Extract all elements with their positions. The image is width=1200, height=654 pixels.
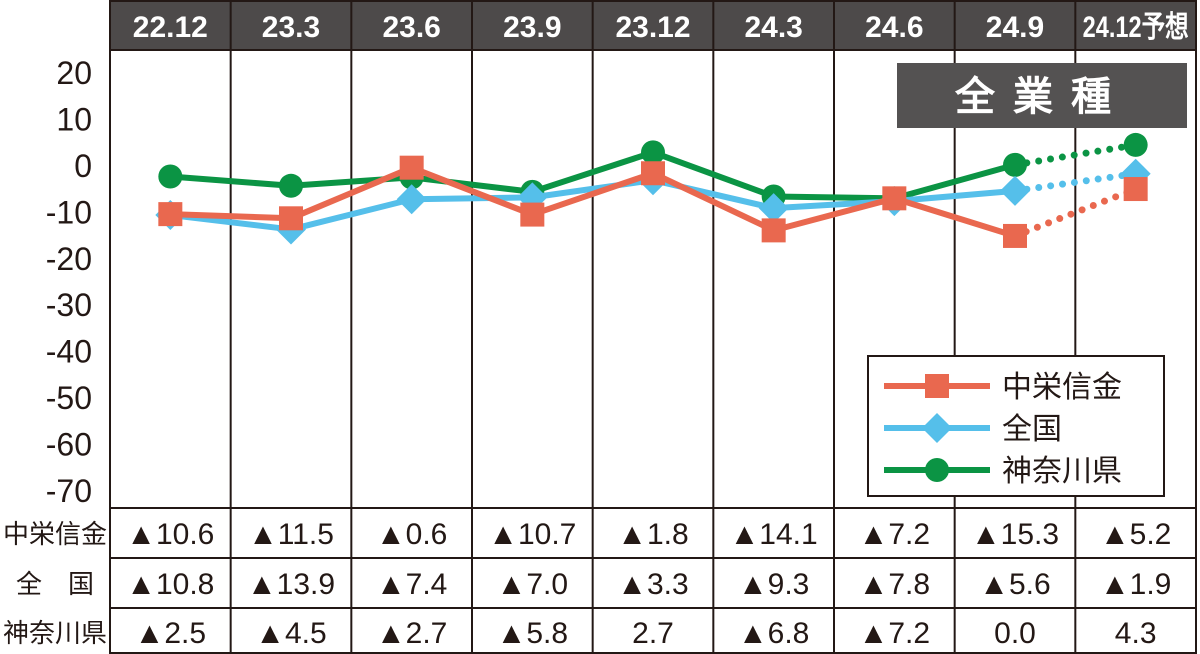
category-label: 23.12 (615, 11, 690, 44)
series-0 (158, 155, 1148, 248)
chart-title: 全業種 (954, 74, 1129, 119)
square-marker (1003, 223, 1027, 248)
category-label: 23.9 (503, 11, 561, 44)
table-cell: ▲5.6 (979, 568, 1050, 601)
legend-label: 全国 (1002, 413, 1062, 446)
square-marker (1123, 177, 1148, 202)
diamond-marker (396, 184, 427, 215)
square-marker (399, 155, 424, 180)
table-cell: ▲10.6 (126, 518, 214, 551)
table-cell: ▲7.8 (859, 568, 930, 601)
y-tick-label: 20 (56, 55, 92, 91)
table-cell: ▲7.2 (859, 518, 930, 551)
table-cell: ▲15.3 (971, 518, 1059, 551)
square-marker (761, 218, 786, 243)
square-marker (882, 186, 907, 211)
table-cell: ▲5.8 (497, 617, 568, 650)
table-cell: ▲1.9 (1100, 568, 1171, 601)
table-cell: ▲14.1 (730, 518, 818, 551)
series-line (170, 164, 1016, 239)
forecast-line (1011, 141, 1140, 169)
category-label: 24.12予想 (1083, 11, 1189, 44)
circle-marker (158, 164, 183, 189)
y-tick-label: -30 (46, 287, 92, 323)
table-cell: ▲7.4 (376, 568, 447, 601)
table-cell: ▲7.0 (497, 568, 568, 601)
series-line (170, 149, 1016, 202)
table-cell: 2.7 (632, 617, 674, 650)
category-label: 24.6 (865, 11, 923, 44)
square-marker (158, 202, 183, 227)
square-marker (520, 202, 545, 227)
table-cell: ▲10.7 (488, 518, 576, 551)
y-tick-label: -40 (46, 334, 92, 370)
table-cell: ▲4.5 (255, 617, 326, 650)
header-bar (110, 0, 1196, 50)
table-cell: ▲10.8 (126, 568, 214, 601)
table-row-label: 神奈川県 (3, 618, 107, 648)
table-cell: ▲9.3 (738, 568, 809, 601)
table-cell: ▲1.8 (617, 518, 688, 551)
title-box (897, 63, 1187, 128)
y-tick-label: 10 (56, 101, 92, 137)
y-tick-label: 0 (74, 148, 92, 184)
table-cell: ▲5.2 (1100, 518, 1171, 551)
y-tick-label: -70 (46, 473, 92, 509)
square-marker (279, 206, 303, 231)
table-row-label: 中栄信金 (3, 519, 107, 549)
table-cell: 0.0 (994, 617, 1036, 650)
y-tick-label: -50 (46, 380, 92, 416)
y-tick-label: -10 (46, 194, 92, 230)
category-label: 22.12 (133, 11, 208, 44)
circle-marker (1003, 152, 1027, 177)
forecast-line (1011, 185, 1140, 240)
circle-marker (925, 458, 949, 482)
table-cell: 4.3 (1115, 617, 1157, 650)
legend-label: 神奈川県 (1002, 455, 1122, 488)
table-cell: ▲7.2 (859, 617, 930, 650)
table-cell: ▲13.9 (247, 568, 335, 601)
diamond-marker (1000, 175, 1030, 206)
legend-label: 中栄信金 (1002, 371, 1122, 404)
table-cell: ▲11.5 (248, 518, 334, 551)
circle-marker (1123, 132, 1148, 157)
table-cell: ▲0.6 (376, 518, 447, 551)
circle-marker (641, 140, 665, 165)
circle-marker (279, 173, 303, 198)
y-tick-label: -20 (46, 241, 92, 277)
square-marker (641, 161, 665, 186)
table-cell: ▲6.8 (738, 617, 809, 650)
table-row-label: 全 国 (16, 569, 94, 599)
square-marker (925, 374, 949, 398)
category-label: 24.3 (744, 11, 802, 44)
category-label: 24.9 (986, 11, 1044, 44)
diamond-marker (758, 193, 789, 224)
forecast-line (1011, 170, 1140, 195)
diamond-marker (922, 413, 952, 443)
category-label: 23.6 (382, 11, 440, 44)
table-cell: ▲2.7 (376, 617, 447, 650)
table-cell: ▲2.5 (135, 617, 206, 650)
table-cell: ▲3.3 (617, 568, 688, 601)
y-tick-label: -60 (46, 427, 92, 463)
category-label: 23.3 (262, 11, 320, 44)
